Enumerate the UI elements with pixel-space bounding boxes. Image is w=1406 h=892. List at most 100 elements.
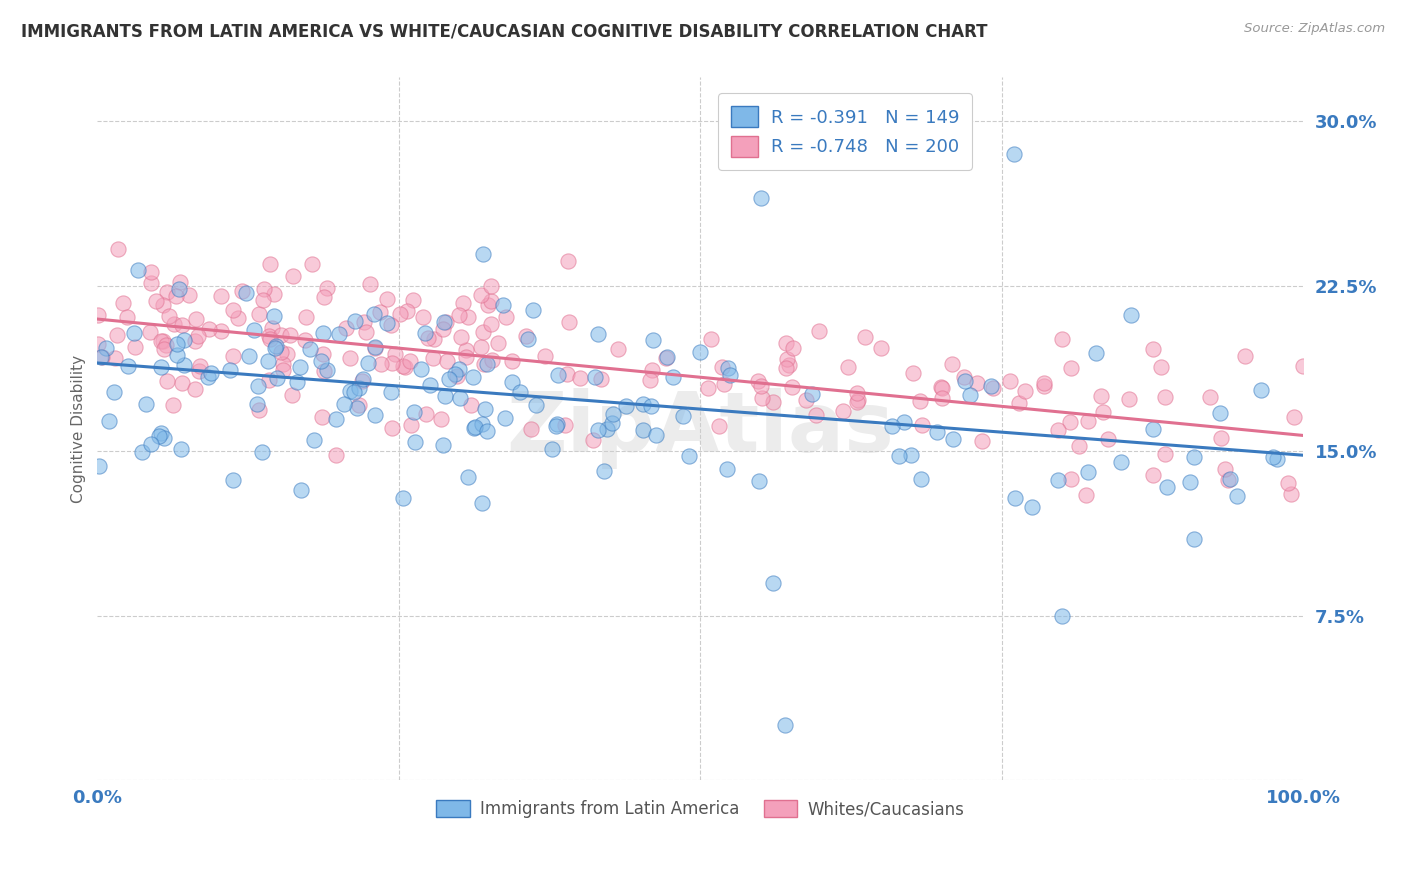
Point — [257, 328, 280, 343]
Point — [343, 314, 366, 328]
Point — [1156, 479, 1178, 493]
Point — [94, 341, 117, 355]
Point — [200, 366, 222, 380]
Point — [700, 333, 723, 347]
Point — [1209, 406, 1232, 420]
Point — [801, 387, 824, 401]
Point — [1180, 475, 1202, 489]
Point — [259, 332, 281, 346]
Point — [586, 326, 609, 341]
Point — [1091, 404, 1114, 418]
Point — [641, 334, 664, 348]
Point — [218, 362, 240, 376]
Point — [547, 368, 569, 383]
Point — [546, 417, 568, 431]
Point — [1216, 473, 1239, 487]
Point — [748, 475, 770, 489]
Point — [775, 336, 797, 351]
Point — [170, 442, 193, 456]
Point — [222, 473, 245, 487]
Point — [273, 363, 295, 377]
Point — [352, 372, 374, 386]
Point — [401, 418, 423, 433]
Point — [606, 342, 628, 356]
Point — [278, 327, 301, 342]
Point — [689, 345, 711, 359]
Point — [432, 322, 454, 336]
Point — [1033, 379, 1056, 393]
Point — [131, 445, 153, 459]
Point — [162, 398, 184, 412]
Point — [380, 384, 402, 399]
Point — [953, 370, 976, 384]
Point — [353, 315, 375, 329]
Point — [260, 320, 283, 334]
Point — [1085, 346, 1108, 360]
Point — [1142, 342, 1164, 356]
Point — [384, 347, 406, 361]
Point — [1118, 392, 1140, 406]
Point — [370, 358, 392, 372]
Point — [1059, 415, 1081, 429]
Point — [416, 330, 439, 344]
Point — [375, 316, 398, 330]
Point — [641, 363, 664, 377]
Point — [314, 290, 336, 304]
Point — [325, 412, 347, 426]
Point — [780, 380, 803, 394]
Point — [107, 242, 129, 256]
Point — [315, 281, 337, 295]
Point — [415, 407, 437, 421]
Point — [966, 376, 988, 390]
Point — [846, 392, 869, 407]
Point — [115, 310, 138, 325]
Point — [614, 399, 637, 413]
Point — [762, 575, 785, 590]
Point — [501, 375, 523, 389]
Point — [662, 369, 685, 384]
Point — [1060, 361, 1083, 376]
Point — [222, 349, 245, 363]
Point — [299, 342, 322, 356]
Point — [644, 427, 666, 442]
Point — [583, 370, 606, 384]
Point — [942, 432, 965, 446]
Point — [837, 359, 859, 374]
Point — [449, 391, 471, 405]
Point — [981, 381, 1004, 395]
Point — [211, 289, 233, 303]
Point — [454, 350, 477, 364]
Point — [90, 350, 112, 364]
Point — [188, 359, 211, 373]
Point — [122, 326, 145, 340]
Point — [910, 418, 932, 433]
Point — [501, 353, 523, 368]
Point — [184, 382, 207, 396]
Point — [294, 333, 316, 347]
Point — [474, 402, 496, 417]
Point — [350, 374, 373, 388]
Point — [135, 396, 157, 410]
Y-axis label: Cognitive Disability: Cognitive Disability — [72, 355, 86, 503]
Point — [312, 346, 335, 360]
Point — [389, 307, 412, 321]
Point — [98, 413, 121, 427]
Point — [312, 364, 335, 378]
Point — [460, 398, 482, 412]
Point — [707, 419, 730, 434]
Point — [717, 360, 740, 375]
Point — [517, 332, 540, 346]
Point — [375, 293, 398, 307]
Point — [1077, 465, 1099, 479]
Point — [1150, 360, 1173, 375]
Point — [243, 323, 266, 337]
Point — [582, 434, 605, 448]
Point — [394, 359, 416, 374]
Point — [281, 388, 304, 402]
Point — [231, 284, 253, 298]
Point — [301, 257, 323, 271]
Point — [751, 391, 773, 405]
Point — [259, 257, 281, 271]
Point — [311, 410, 333, 425]
Point — [359, 277, 381, 292]
